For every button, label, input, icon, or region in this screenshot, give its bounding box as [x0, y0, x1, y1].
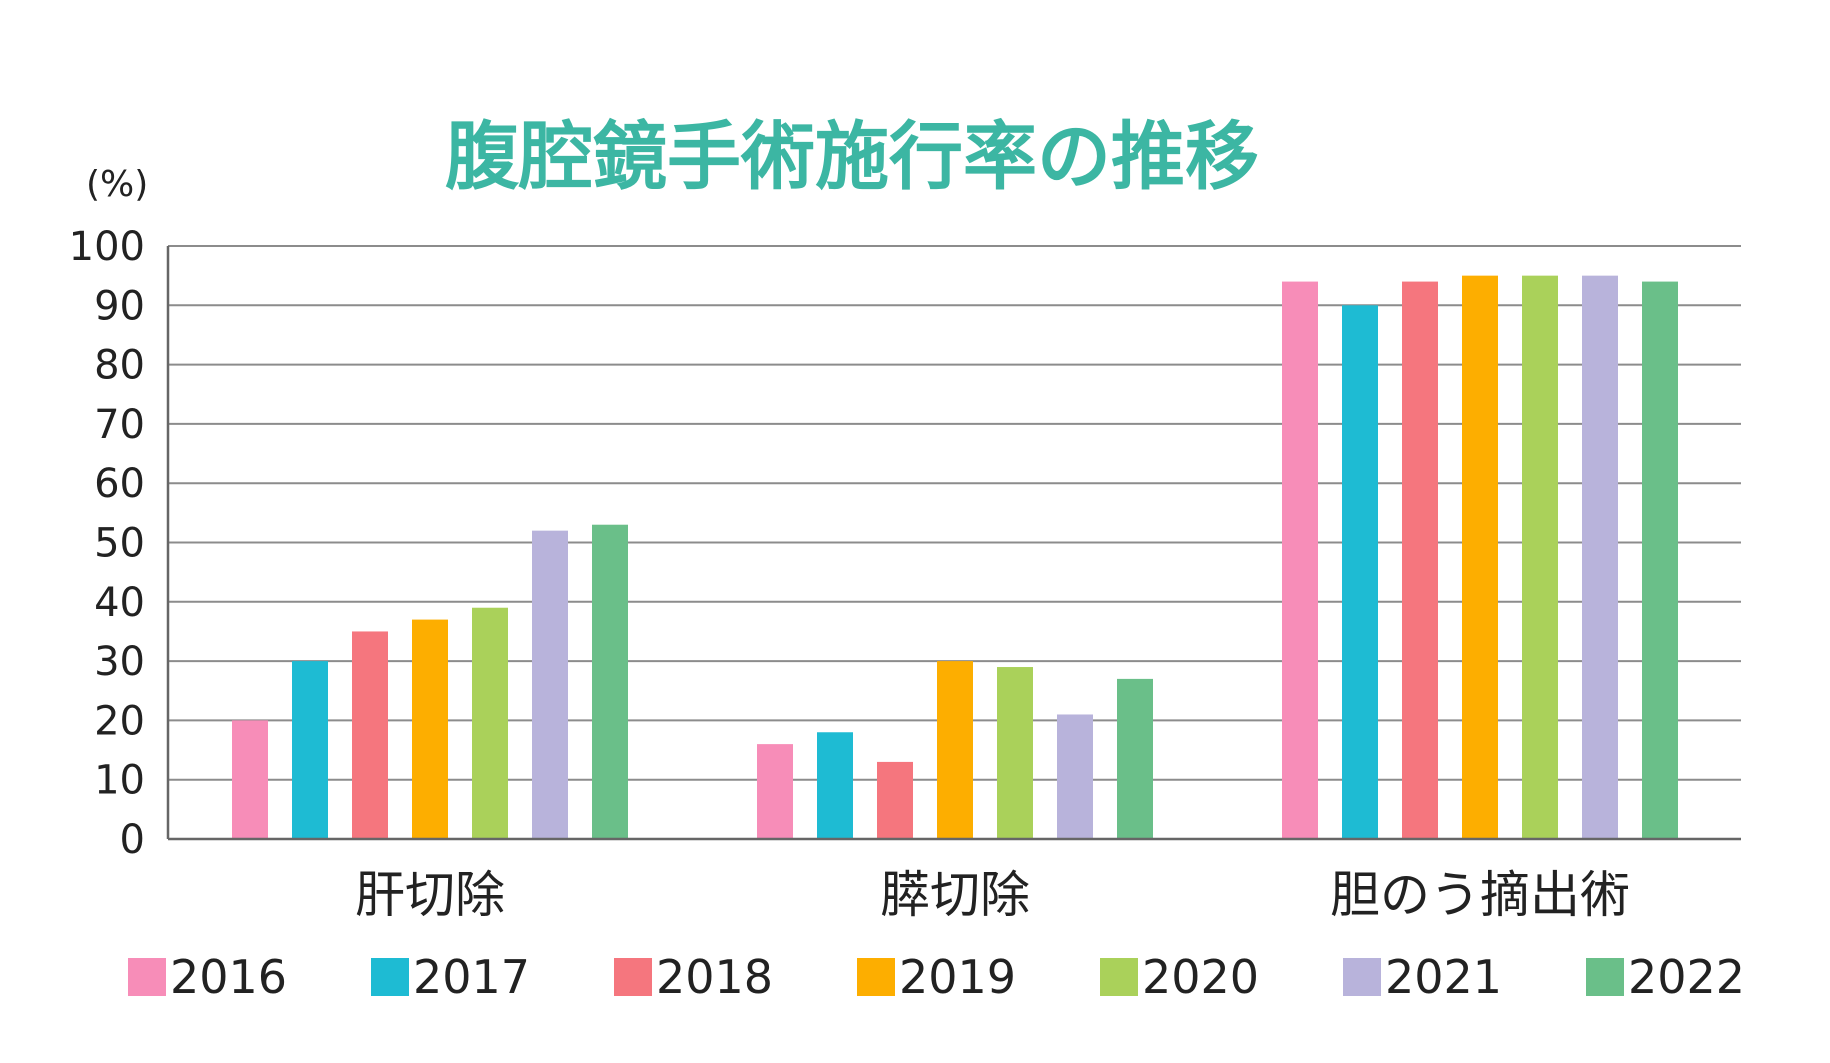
- legend-swatch-2021: [1343, 958, 1381, 996]
- bar-2016-0: [232, 720, 268, 839]
- y-tick-label: 80: [94, 343, 145, 389]
- bar-2022-0: [592, 524, 628, 839]
- y-tick-label: 20: [94, 698, 145, 744]
- bars: [232, 275, 1678, 840]
- bar-2020-0: [472, 607, 508, 839]
- y-tick-label: 70: [94, 402, 145, 448]
- chart-title: 腹腔鏡手術施行率の推移: [445, 114, 1259, 200]
- legend-label: 2022: [1628, 950, 1745, 1004]
- legend-swatch-2017: [371, 958, 409, 996]
- y-tick-label: 50: [94, 521, 145, 567]
- x-category-label: 膵切除: [880, 866, 1030, 924]
- y-tick-label: 100: [69, 224, 145, 270]
- bar-2021-0: [532, 530, 568, 839]
- bar-2022-1: [1117, 678, 1153, 839]
- y-tick-label: 10: [94, 758, 145, 804]
- bar-2018-0: [352, 631, 388, 839]
- legend-swatch-2019: [857, 958, 895, 996]
- bar-2016-2: [1282, 281, 1318, 840]
- bar-2020-2: [1522, 275, 1558, 839]
- y-tick-label: 90: [94, 283, 145, 329]
- bar-2017-1: [817, 732, 853, 839]
- legend-swatch-2016: [128, 958, 166, 996]
- legend: 2016 2017 2018 2019 2020 2021 2022: [128, 950, 1745, 1004]
- y-tick-label: 0: [120, 817, 145, 863]
- y-tick-label: 60: [94, 461, 145, 507]
- legend-swatch-2020: [1100, 958, 1138, 996]
- legend-label: 2019: [899, 950, 1016, 1004]
- bar-2020-1: [997, 667, 1033, 839]
- bar-2016-1: [757, 744, 793, 839]
- bar-2019-2: [1462, 275, 1498, 839]
- x-category-label: 胆のう摘出術: [1330, 866, 1630, 924]
- bar-2017-0: [292, 661, 328, 839]
- bar-2018-1: [877, 761, 913, 839]
- bar-2019-1: [937, 661, 973, 839]
- legend-label: 2016: [170, 950, 287, 1004]
- bar-2017-2: [1342, 305, 1378, 839]
- legend-label: 2020: [1142, 950, 1259, 1004]
- legend-label: 2021: [1385, 950, 1502, 1004]
- bar-2021-1: [1057, 714, 1093, 839]
- y-tick-label: 40: [94, 580, 145, 626]
- x-category-label: 肝切除: [355, 866, 505, 924]
- legend-swatch-2018: [614, 958, 652, 996]
- legend-label: 2017: [413, 950, 530, 1004]
- x-axis-category-labels: 肝切除 膵切除 胆のう摘出術: [355, 866, 1630, 924]
- y-axis-tick-labels: 0 10 20 30 40 50 60 70 80 90 100: [69, 224, 145, 863]
- y-tick-label: 30: [94, 639, 145, 685]
- y-axis-unit-label: (%): [86, 164, 148, 205]
- bar-2022-2: [1642, 281, 1678, 840]
- bar-2021-2: [1582, 275, 1618, 839]
- bar-2018-2: [1402, 281, 1438, 840]
- legend-label: 2018: [656, 950, 773, 1004]
- legend-swatch-2022: [1586, 958, 1624, 996]
- bar-2019-0: [412, 619, 448, 839]
